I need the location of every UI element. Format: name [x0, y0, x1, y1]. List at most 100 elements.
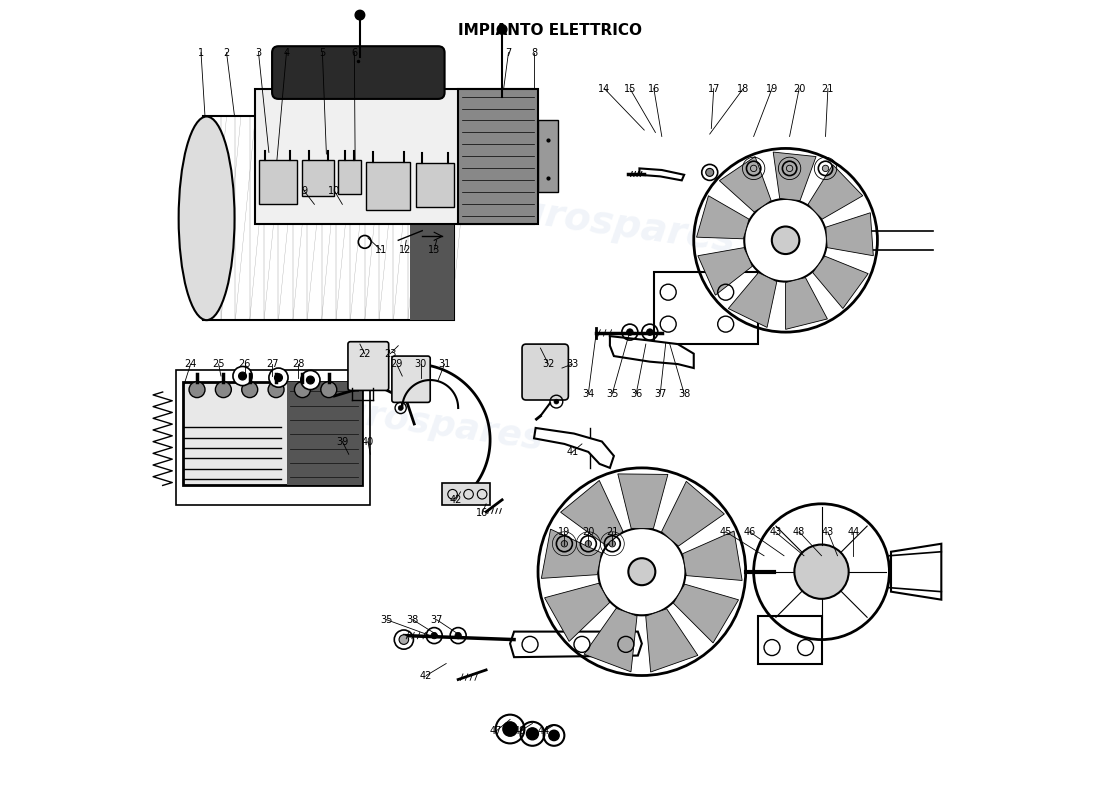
Text: 32: 32: [542, 359, 554, 369]
Text: 17: 17: [707, 83, 719, 94]
Text: 20: 20: [582, 526, 594, 537]
Circle shape: [786, 166, 793, 171]
Text: 39: 39: [337, 437, 349, 446]
Bar: [176, 370, 371, 506]
Text: 8: 8: [531, 48, 537, 58]
Text: 12: 12: [398, 245, 410, 255]
FancyBboxPatch shape: [272, 46, 444, 99]
Text: 42: 42: [450, 495, 462, 505]
Ellipse shape: [178, 117, 234, 320]
Circle shape: [242, 382, 257, 398]
Text: 35: 35: [381, 614, 393, 625]
Text: 26: 26: [239, 359, 251, 369]
Text: 4: 4: [284, 48, 289, 58]
Text: 46: 46: [744, 526, 756, 537]
Bar: [183, 382, 362, 486]
Circle shape: [772, 226, 800, 254]
Text: 42: 42: [420, 670, 432, 681]
Text: 43: 43: [822, 526, 834, 537]
Bar: [254, 89, 534, 224]
Bar: [758, 616, 822, 663]
Polygon shape: [813, 256, 868, 309]
Circle shape: [307, 376, 315, 384]
Bar: [202, 117, 454, 320]
Text: 49: 49: [514, 726, 526, 737]
Circle shape: [627, 329, 634, 335]
Polygon shape: [697, 248, 752, 295]
Text: 3: 3: [255, 48, 262, 58]
Text: 37: 37: [654, 389, 667, 398]
Polygon shape: [826, 213, 873, 256]
Text: 30: 30: [415, 359, 427, 369]
FancyBboxPatch shape: [392, 356, 430, 402]
Text: IMPIANTO ELETTRICO: IMPIANTO ELETTRICO: [458, 23, 642, 38]
Circle shape: [609, 541, 616, 547]
Text: 44: 44: [847, 526, 859, 537]
FancyBboxPatch shape: [348, 342, 388, 390]
Circle shape: [794, 545, 849, 599]
Polygon shape: [719, 157, 771, 212]
Text: 20: 20: [793, 83, 805, 94]
Circle shape: [355, 10, 365, 20]
Text: 38: 38: [407, 614, 419, 625]
Circle shape: [497, 25, 507, 34]
Text: 5: 5: [319, 48, 326, 58]
Text: 18: 18: [737, 83, 749, 94]
Polygon shape: [673, 584, 738, 643]
Bar: [366, 162, 410, 210]
Polygon shape: [544, 583, 609, 642]
Text: 14: 14: [598, 83, 611, 94]
Bar: [410, 117, 454, 320]
Polygon shape: [661, 482, 724, 546]
Text: 27: 27: [266, 359, 278, 369]
Text: 9: 9: [301, 186, 307, 196]
Bar: [442, 483, 491, 506]
Circle shape: [268, 382, 284, 398]
Polygon shape: [785, 278, 827, 330]
Circle shape: [189, 382, 205, 398]
Text: 48: 48: [793, 526, 805, 537]
Polygon shape: [561, 481, 623, 546]
Text: 1: 1: [198, 48, 205, 58]
Text: 34: 34: [582, 389, 594, 398]
Text: 13: 13: [428, 245, 440, 255]
Polygon shape: [609, 336, 694, 368]
Text: 37: 37: [430, 614, 443, 625]
Text: 2: 2: [223, 48, 230, 58]
Text: 21: 21: [822, 83, 834, 94]
Text: 10: 10: [328, 186, 341, 196]
Text: 15: 15: [624, 83, 636, 94]
Circle shape: [647, 329, 653, 335]
Text: 45: 45: [719, 526, 732, 537]
Text: 40: 40: [362, 437, 374, 446]
Text: 44: 44: [538, 726, 550, 737]
Circle shape: [527, 728, 538, 740]
Circle shape: [823, 166, 828, 171]
Text: 19: 19: [766, 83, 778, 94]
Text: 16: 16: [476, 509, 488, 518]
Circle shape: [750, 166, 757, 171]
Text: eurospares: eurospares: [490, 188, 738, 260]
FancyBboxPatch shape: [522, 344, 569, 400]
Polygon shape: [639, 169, 684, 180]
Circle shape: [300, 370, 320, 390]
Text: 28: 28: [293, 359, 305, 369]
Text: 38: 38: [678, 389, 691, 398]
Text: 43: 43: [769, 526, 781, 537]
Text: 29: 29: [390, 359, 403, 369]
Polygon shape: [584, 608, 637, 672]
Text: 33: 33: [566, 359, 579, 369]
Polygon shape: [510, 631, 641, 657]
Circle shape: [431, 632, 438, 638]
Circle shape: [275, 374, 283, 382]
Bar: [416, 163, 454, 206]
Text: 36: 36: [630, 389, 642, 398]
Circle shape: [233, 366, 252, 386]
Circle shape: [549, 730, 559, 741]
Polygon shape: [683, 531, 743, 581]
Bar: [339, 161, 361, 194]
Text: 19: 19: [558, 526, 571, 537]
Circle shape: [239, 372, 246, 380]
Circle shape: [554, 399, 559, 404]
Text: 6: 6: [351, 48, 358, 58]
